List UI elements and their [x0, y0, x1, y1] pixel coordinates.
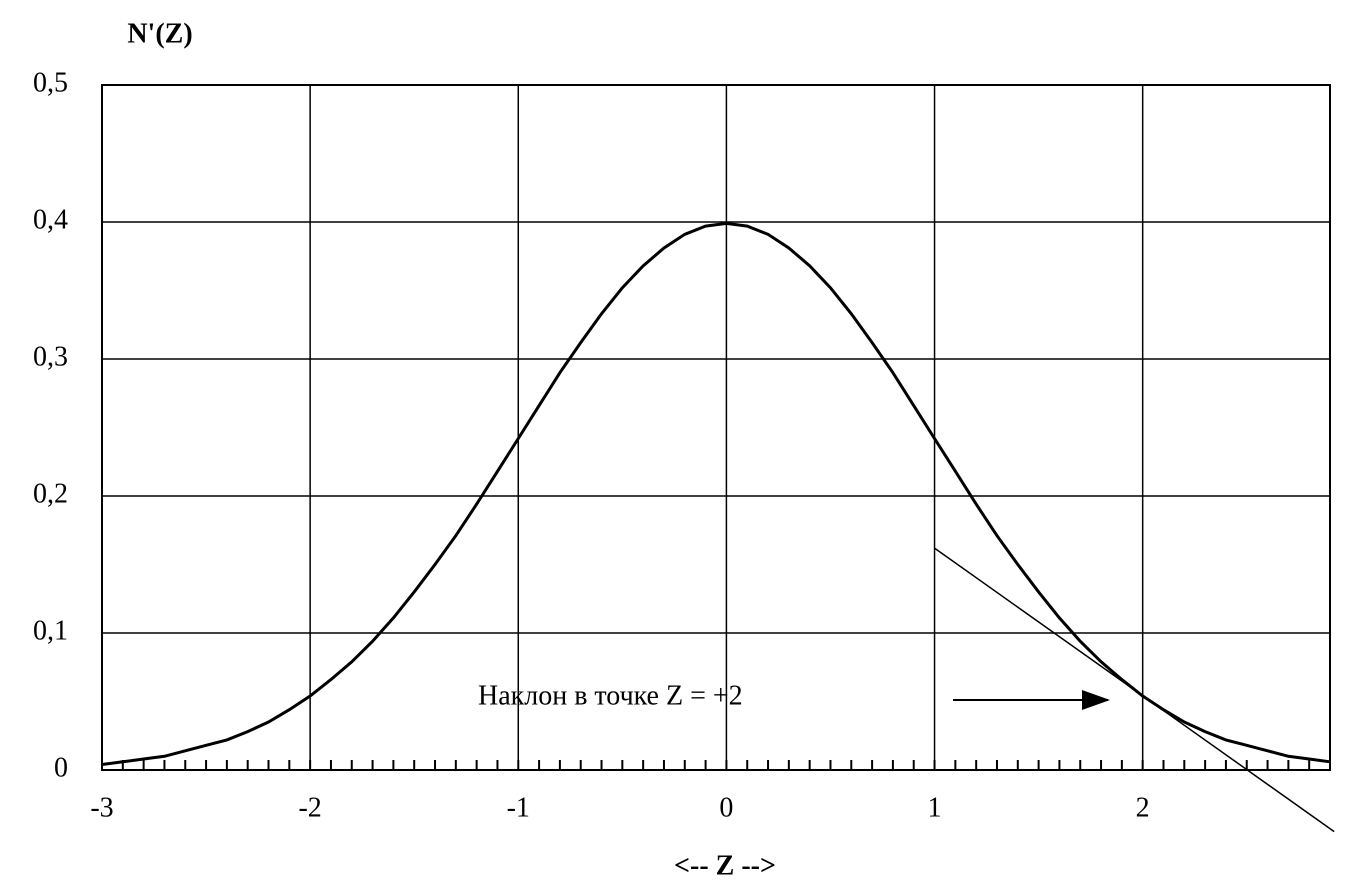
y-tick-label: 0,3: [33, 341, 68, 372]
tangent-line: [934, 547, 1335, 833]
y-tick-label: 0,5: [33, 67, 68, 98]
x-tick-label: -2: [298, 792, 321, 823]
y-tick-label: 0: [54, 752, 68, 783]
annotation: Наклон в точке Z = +2: [478, 680, 743, 711]
x-tick-label: 0: [719, 792, 733, 823]
y-tick-label: 0,4: [33, 204, 68, 235]
y-tick-label: 0,1: [33, 615, 68, 646]
x-tick-label: -1: [507, 792, 530, 823]
x-tick-label: 2: [1136, 792, 1150, 823]
y-tick-label: 0,2: [33, 478, 68, 509]
x-tick-label: -3: [90, 792, 113, 823]
plot-frame: [101, 84, 1331, 771]
x-axis-label: <-- Z -->: [674, 850, 776, 881]
x-tick-label: 1: [928, 792, 942, 823]
y-axis-label: N'(Z): [127, 18, 192, 49]
density-curve: [101, 221, 1331, 766]
